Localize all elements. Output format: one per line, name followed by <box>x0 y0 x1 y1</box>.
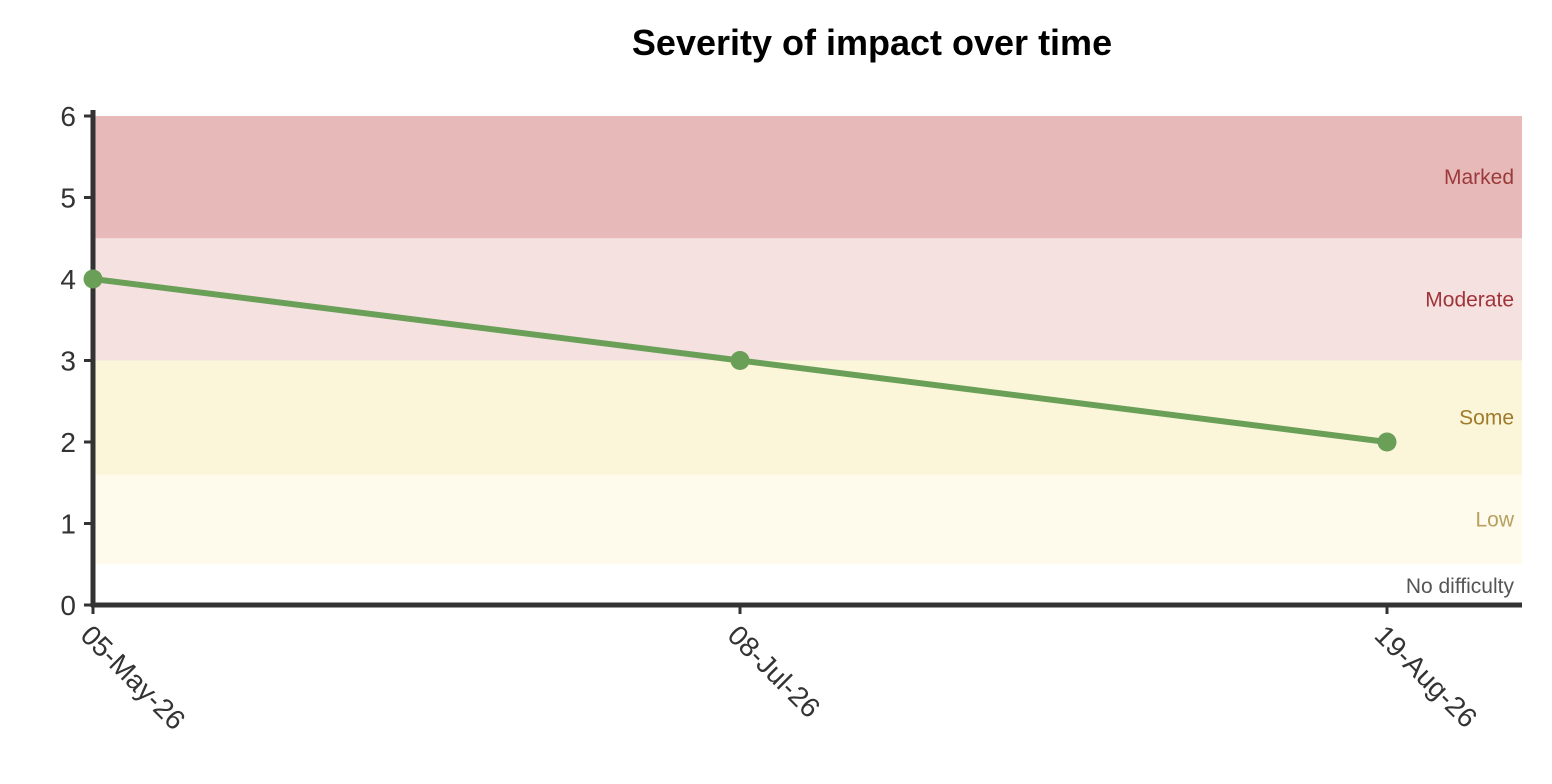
x-tick-label: 05-May-26 <box>75 619 192 736</box>
band-marked <box>93 116 1522 239</box>
x-tick-label: 08-Jul-26 <box>722 619 826 723</box>
x-tick-label: 19-Aug-26 <box>1369 619 1483 733</box>
series <box>83 269 1397 452</box>
band-label-some: Some <box>1459 407 1514 430</box>
band-label-low: Low <box>1475 508 1514 531</box>
band-label-moderate: Moderate <box>1425 288 1514 311</box>
band-low <box>93 474 1522 565</box>
data-point <box>83 269 103 289</box>
y-tick-label: 0 <box>60 590 76 621</box>
chart-title: Severity of impact over time <box>632 22 1112 63</box>
y-tick-label: 6 <box>60 101 76 132</box>
y-tick-label: 3 <box>60 346 76 377</box>
data-point <box>1377 432 1397 452</box>
band-moderate <box>93 238 1522 361</box>
y-tick-label: 4 <box>60 264 76 295</box>
band-some <box>93 360 1522 475</box>
band-label-marked: Marked <box>1444 166 1514 189</box>
severity-band-labels: No difficulty Low Some Moderate Marked <box>1406 166 1515 598</box>
severity-bands <box>93 116 1522 605</box>
data-point <box>730 351 750 370</box>
band-no-difficulty <box>93 564 1522 605</box>
band-label-no-difficulty: No difficulty <box>1406 575 1515 598</box>
y-tick-label: 2 <box>60 427 76 458</box>
y-tick-label: 1 <box>60 509 76 540</box>
y-tick-label: 5 <box>60 183 76 214</box>
